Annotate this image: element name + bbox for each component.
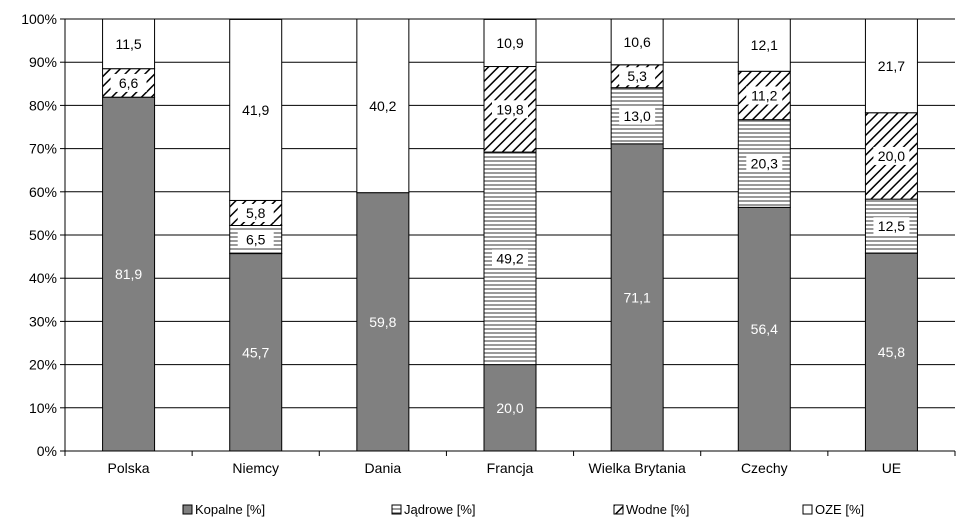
y-tick-label: 90%	[29, 54, 57, 70]
y-tick-label: 0%	[37, 443, 57, 459]
data-label: 81,9	[115, 266, 142, 282]
data-label: 20,3	[751, 156, 778, 172]
y-tick-label: 30%	[29, 313, 57, 329]
data-label-bg	[492, 249, 528, 268]
data-label: 59,8	[369, 314, 396, 330]
legend-label: OZE [%]	[815, 502, 864, 517]
tick-labels: 0% 10% 20% 30% 40% 50% 60% 70% 80% 90% 100% Polska N…	[21, 11, 901, 476]
y-tick-label: 10%	[29, 400, 57, 416]
bar-segment	[483, 364, 537, 452]
bar-segment	[229, 253, 283, 452]
data-label-bg	[619, 67, 656, 86]
y-tick-label: 40%	[29, 270, 57, 286]
y-tick-label: 70%	[29, 141, 57, 157]
legend-item: OZE [%]	[802, 502, 864, 517]
x-tick-label: Czechy	[741, 460, 788, 476]
legend-swatch	[182, 504, 193, 515]
data-label-bg	[110, 73, 147, 92]
axes	[60, 18, 956, 456]
x-tick-label: Polska	[108, 460, 150, 476]
legend-item: Kopalne [%]	[182, 502, 265, 517]
bar-segment	[102, 96, 156, 452]
data-label: 11,5	[115, 36, 141, 52]
legend-item: Jądrowe [%]	[391, 502, 476, 517]
data-label-bg	[237, 230, 274, 249]
data-label-bg	[364, 96, 401, 115]
y-tick-label: 60%	[29, 184, 57, 200]
data-label: 11,2	[751, 87, 777, 103]
data-label: 6,5	[246, 232, 266, 248]
data-label-bg	[746, 86, 783, 105]
x-tick-label: UE	[882, 460, 901, 476]
data-label-bg	[237, 100, 274, 119]
data-label: 20,0	[878, 148, 905, 164]
data-label: 41,9	[242, 102, 269, 118]
data-label-bg	[873, 217, 910, 236]
data-label-bg	[873, 146, 910, 165]
data-label-bg	[619, 32, 656, 51]
data-label: 21,7	[878, 58, 905, 74]
data-label: 13,0	[624, 108, 651, 124]
data-label: 45,8	[878, 344, 905, 360]
bars	[102, 18, 918, 452]
data-label: 10,6	[624, 34, 651, 50]
legend-item: Wodne [%]	[613, 502, 689, 517]
data-label-bg	[746, 36, 783, 55]
data-label: 40,2	[369, 98, 396, 114]
data-label-bg	[746, 154, 783, 173]
legend-label: Wodne [%]	[626, 502, 689, 517]
data-label-bg	[619, 106, 656, 125]
legend-swatch	[613, 504, 624, 515]
y-tick-label: 100%	[21, 11, 57, 27]
data-label-bg	[492, 100, 528, 119]
y-tick-label: 20%	[29, 357, 57, 373]
data-label: 19,8	[496, 101, 523, 117]
data-label: 71,1	[624, 289, 651, 305]
data-label: 12,1	[751, 37, 778, 53]
bar-segment	[356, 192, 410, 452]
y-tick-label: 80%	[29, 97, 57, 113]
data-label: 5,3	[627, 68, 647, 84]
data-label: 45,7	[242, 344, 269, 360]
data-label: 5,8	[246, 205, 266, 221]
x-tick-label: Dania	[365, 460, 402, 476]
legend-swatch	[391, 504, 402, 515]
legend-label: Jądrowe [%]	[404, 502, 476, 517]
y-tick-label: 50%	[29, 227, 57, 243]
data-label: 6,6	[119, 75, 139, 91]
legend-swatch	[802, 504, 813, 515]
data-label-bg	[237, 203, 274, 222]
data-label: 12,5	[878, 218, 905, 234]
data-label: 56,4	[751, 321, 778, 337]
data-label-bg	[873, 56, 910, 75]
data-label-bg	[110, 34, 147, 53]
x-tick-label: Niemcy	[232, 460, 279, 476]
x-tick-label: Wielka Brytania	[589, 460, 686, 476]
x-tick-label: Francja	[487, 460, 534, 476]
legend-label: Kopalne [%]	[195, 502, 265, 517]
data-labels: 81,9 6,6 11,5 45,7 6,5 5,8 41,9 59,8 40,2 20,0 49,…	[110, 32, 910, 416]
data-label-bg	[492, 33, 528, 52]
data-label: 20,0	[496, 400, 523, 416]
legend: Kopalne [%] Jądrowe [%] Wodne [%] OZE [%]	[182, 502, 864, 517]
data-label: 10,9	[496, 35, 523, 51]
data-label: 49,2	[496, 250, 523, 266]
